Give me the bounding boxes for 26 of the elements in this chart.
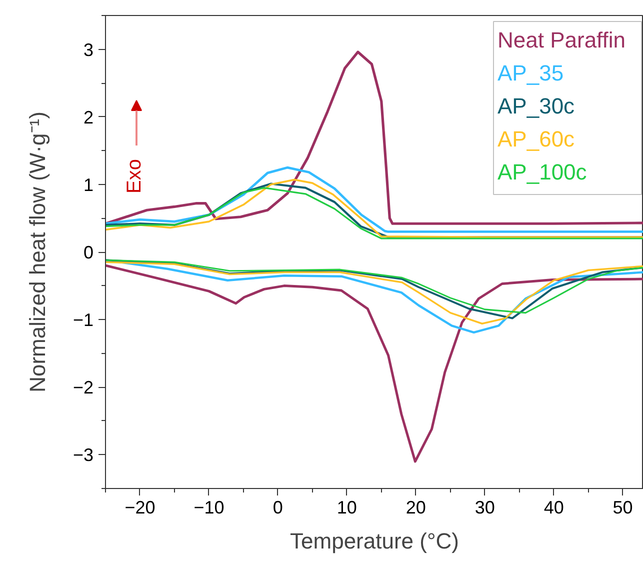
y-tick-label: 1	[83, 174, 94, 195]
line-series	[106, 264, 643, 463]
text: AP_35	[498, 60, 564, 86]
text: AP_30c	[498, 94, 575, 118]
text: Neat Paraffin	[498, 28, 626, 52]
text: AP_100c	[498, 160, 587, 184]
text: AP_60c	[498, 126, 575, 152]
x-tick-label: −10	[194, 498, 224, 518]
y-tick-label: −3	[72, 445, 94, 466]
x-tick-label: 10	[336, 498, 357, 518]
annotation: Exo	[124, 159, 146, 194]
x-tick-label: 50	[612, 498, 633, 518]
y-tick-label: 2	[83, 107, 94, 128]
x-tick-label: 20	[406, 498, 426, 518]
y-tick-label: −1	[72, 310, 94, 330]
x-axis-title: Temperature (°C)	[290, 528, 459, 554]
x-tick-label: −20	[124, 498, 156, 518]
y-tick-label: 3	[83, 40, 94, 60]
y-tick-label: −2	[72, 378, 94, 398]
x-tick-label: 30	[474, 498, 495, 518]
line-series	[106, 50, 643, 225]
x-tick-label: 40	[544, 498, 564, 518]
line-series	[106, 258, 643, 334]
y-tick-label: 0	[83, 242, 94, 262]
y-axis-title: Normalized heat flow (W·g⁻¹)	[24, 112, 50, 392]
x-tick-label: 0	[272, 498, 283, 518]
